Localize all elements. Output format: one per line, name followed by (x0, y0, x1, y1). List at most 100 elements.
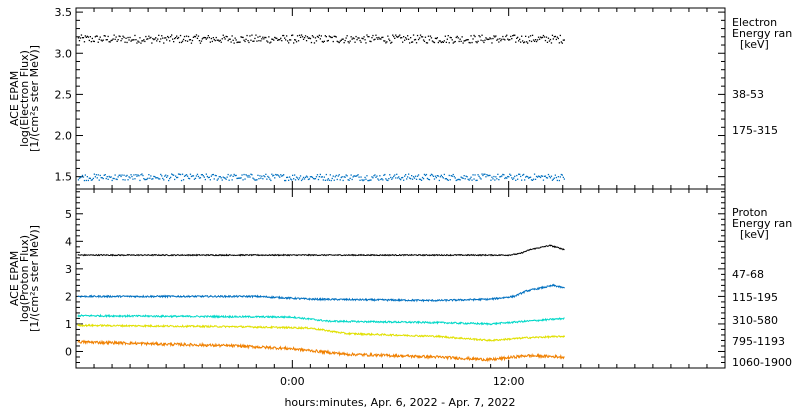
data-point (465, 39, 467, 41)
data-point (452, 173, 454, 176)
data-point (81, 174, 84, 177)
data-point (538, 175, 541, 178)
data-point (399, 34, 401, 36)
data-point (533, 40, 536, 42)
data-point (177, 173, 180, 175)
data-point (548, 40, 551, 42)
data-point (255, 179, 257, 181)
data-point (305, 40, 308, 42)
data-point (414, 38, 417, 41)
data-point (264, 36, 266, 39)
data-point (131, 39, 133, 41)
data-point (463, 175, 465, 177)
data-point (481, 173, 483, 175)
data-point (472, 174, 474, 176)
data-point (201, 174, 203, 176)
data-point (386, 179, 388, 181)
data-point (443, 40, 445, 42)
data-point (388, 178, 390, 180)
data-point (109, 41, 111, 43)
data-point (519, 173, 521, 175)
data-point (340, 176, 342, 179)
data-point (223, 36, 225, 39)
data-point (491, 42, 493, 44)
data-point (462, 42, 464, 44)
data-point (220, 177, 222, 179)
data-point (417, 174, 420, 176)
data-point (327, 178, 329, 180)
data-point (232, 175, 234, 177)
data-point (303, 37, 306, 39)
data-point (334, 35, 336, 38)
data-point (202, 37, 204, 39)
data-point (185, 35, 188, 37)
data-point (161, 35, 163, 37)
data-point (389, 174, 391, 176)
data-point (256, 179, 258, 181)
data-point (137, 174, 139, 176)
data-point (385, 178, 387, 180)
data-point (484, 173, 486, 175)
data-point (391, 41, 393, 43)
data-point (87, 179, 89, 182)
data-point (82, 37, 85, 39)
data-point (512, 35, 514, 37)
data-point (247, 40, 249, 42)
data-point (216, 39, 218, 41)
data-point (495, 35, 497, 37)
data-point (110, 176, 112, 178)
data-point (521, 35, 523, 37)
data-point (552, 38, 554, 40)
data-point (164, 37, 166, 39)
data-point (192, 175, 195, 177)
y-tick-label: 2.0 (55, 130, 73, 143)
data-point (362, 38, 364, 40)
data-point (523, 42, 525, 44)
data-point (416, 34, 419, 37)
data-point (294, 39, 297, 41)
data-point (177, 36, 180, 39)
data-point (270, 179, 272, 182)
data-point (210, 175, 212, 177)
data-point (261, 38, 263, 40)
data-point (448, 42, 450, 44)
data-point (137, 40, 139, 42)
data-point (190, 175, 193, 178)
data-point (428, 179, 431, 181)
data-point (468, 179, 470, 181)
data-point (339, 179, 341, 181)
data-point (189, 173, 192, 175)
data-point (301, 178, 304, 180)
data-point (418, 37, 421, 39)
data-point (207, 176, 209, 179)
data-point (414, 175, 417, 177)
y-tick-label: 0 (65, 345, 72, 358)
data-point (217, 178, 219, 180)
data-point (173, 174, 175, 176)
data-point (143, 178, 145, 180)
data-point (133, 39, 135, 41)
data-point (263, 38, 265, 40)
data-point (86, 176, 88, 178)
data-point (507, 175, 509, 178)
data-point (541, 175, 544, 177)
data-point (97, 174, 99, 176)
data-point (348, 179, 350, 181)
data-point (144, 178, 146, 181)
data-point (136, 175, 138, 177)
data-point (166, 176, 168, 178)
data-point (457, 37, 459, 39)
data-point (205, 173, 207, 175)
data-point (509, 39, 511, 41)
data-point (480, 178, 482, 180)
data-point (208, 176, 210, 178)
data-point (224, 177, 226, 179)
data-point (519, 38, 521, 40)
data-point (412, 34, 415, 36)
data-point (124, 41, 126, 43)
data-point (269, 42, 271, 44)
data-point (343, 42, 345, 44)
data-point (266, 40, 268, 42)
x-axis: 0:00 12:00 (280, 375, 525, 388)
data-point (316, 35, 319, 38)
